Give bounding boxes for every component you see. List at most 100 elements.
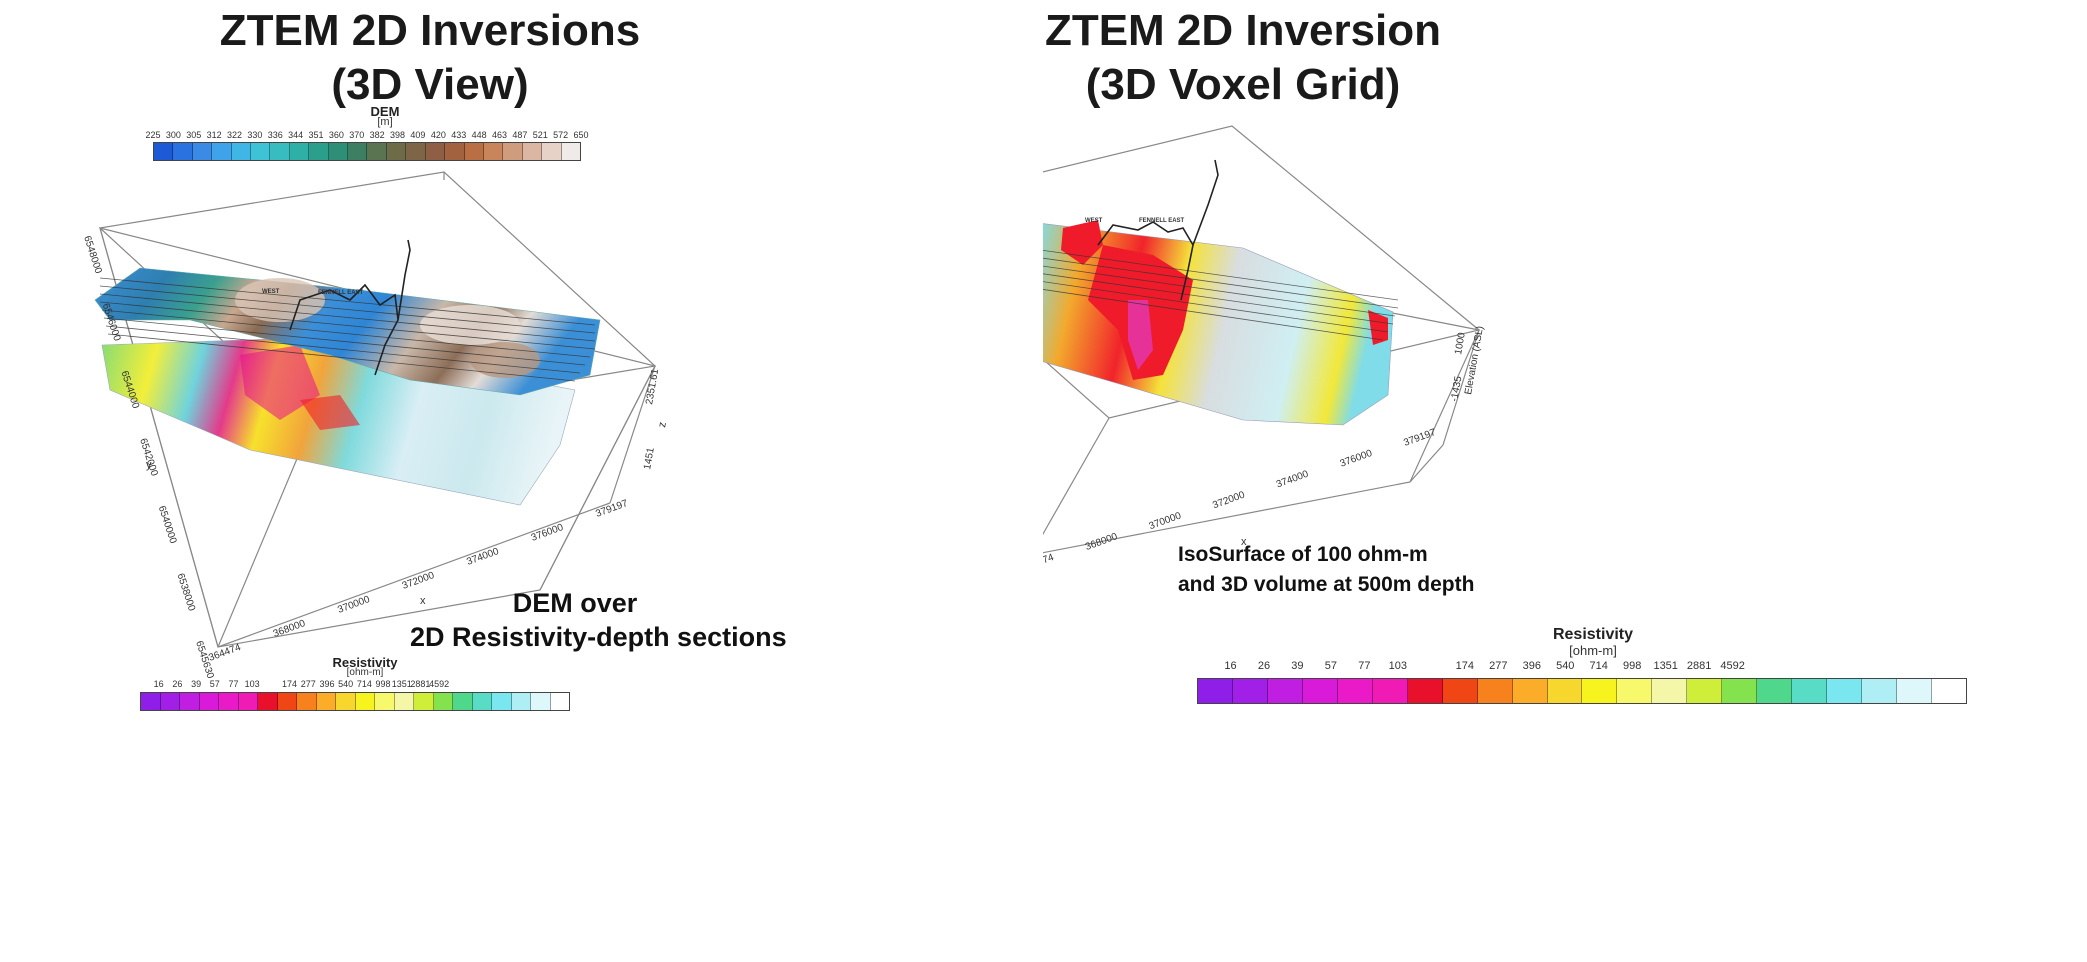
dem-colorbar-cell <box>406 143 426 160</box>
colorbar-tick-label: 998 <box>375 679 391 689</box>
right-res-colorbar-cell <box>1407 679 1443 703</box>
dem-colorbar-tick-label: 487 <box>512 130 528 140</box>
dem-colorbar-tick-label: 312 <box>206 130 222 140</box>
axis-tick-label: 374000 <box>1275 469 1311 491</box>
left-res-colorbar-cell <box>180 693 200 710</box>
dem-colorbar-tick-label: 463 <box>491 130 507 140</box>
right-res-colorbar-cell <box>1827 679 1863 703</box>
right-map-label-east: FENNELL EAST <box>1139 218 1185 224</box>
left-res-colorbar <box>140 692 570 711</box>
right-z-tick-2: 1000 <box>1453 331 1468 355</box>
left-z-tick-1: 1451 <box>642 446 657 470</box>
dem-colorbar-tick-label: 330 <box>247 130 263 140</box>
right-res-colorbar <box>1197 678 1967 704</box>
dem-colorbar-ticks: 225 300 305 312 322 330 336 344 351 360 370 382 398 4… <box>145 130 588 144</box>
right-res-colorbar-cell <box>1337 679 1373 703</box>
colorbar-tick-label: 277 <box>1489 660 1508 672</box>
right-title: ZTEM 2D Inversion (3D Voxel Grid) <box>943 4 1543 112</box>
axis-tick-label: 6542000 <box>137 437 160 478</box>
left-res-colorbar-cell <box>141 693 161 710</box>
left-res-colorbar-title: Resistivity <box>332 655 398 670</box>
left-title-line2: (3D View) <box>331 60 529 109</box>
right-title-line1: ZTEM 2D Inversion <box>1044 6 1442 55</box>
dem-colorbar-cell <box>425 143 446 160</box>
colorbar-tick-label: 540 <box>338 679 354 689</box>
left-map-label-east: FENNELL EAST <box>318 290 364 296</box>
colorbar-tick-label: 57 <box>209 679 220 689</box>
left-res-colorbar-cell <box>277 693 297 710</box>
dem-colorbar-cell <box>192 143 213 160</box>
right-res-colorbar-cell <box>1652 679 1688 703</box>
right-res-colorbar-cell <box>1757 679 1793 703</box>
right-res-colorbar-cell <box>1897 679 1933 703</box>
colorbar-tick-label: 714 <box>1589 660 1608 672</box>
left-res-colorbar-cell <box>453 693 473 710</box>
right-map-label-west: WEST <box>1085 218 1103 224</box>
right-res-colorbar-cell <box>1792 679 1828 703</box>
colorbar-tick-label: 1351 <box>1653 660 1678 672</box>
colorbar-tick-label: 26 <box>1257 660 1271 672</box>
right-caption-line2: and 3D volume at 500m depth <box>1178 573 1475 596</box>
right-res-colorbar-cell <box>1477 679 1513 703</box>
dem-colorbar-tick-label: 650 <box>573 130 589 140</box>
right-title-line2: (3D Voxel Grid) <box>1085 60 1401 109</box>
left-res-colorbar-cell <box>375 693 395 710</box>
dem-colorbar-tick-label: 351 <box>308 130 324 140</box>
right-z-tick-1: -1435 <box>1449 375 1464 403</box>
colorbar-tick-label: 26 <box>172 679 183 689</box>
left-map-label-west: WEST <box>262 289 280 295</box>
colorbar-tick-label: 396 <box>1522 660 1541 672</box>
left-res-colorbar-cell <box>531 693 551 710</box>
axis-tick-label: 376000 <box>1339 448 1375 470</box>
right-res-colorbar-cell <box>1722 679 1758 703</box>
left-res-colorbar-cell <box>433 693 453 710</box>
right-panel: ZTEM 2D Inversion (3D Voxel Grid) <box>1043 0 2087 962</box>
left-res-colorbar-cell <box>414 693 434 710</box>
colorbar-tick-label: 714 <box>356 679 372 689</box>
left-3d-view: WEST FENNELL EAST 3644743680003700003720… <box>81 171 669 680</box>
dem-colorbar-tick-label: 433 <box>451 130 467 140</box>
left-res-colorbar-cell <box>219 693 239 710</box>
right-res-colorbar-cell <box>1547 679 1583 703</box>
dem-colorbar-cell <box>328 143 349 160</box>
colorbar-tick-label: 16 <box>153 679 164 689</box>
left-res-colorbar-cell <box>394 693 414 710</box>
right-res-colorbar-unit: [ohm-m] <box>1569 643 1617 658</box>
right-res-colorbar-cell <box>1617 679 1653 703</box>
colorbar-tick-label: 2881 <box>1686 660 1712 672</box>
dem-colorbar-title: DEM <box>370 104 400 119</box>
right-res-colorbar-cell <box>1862 679 1898 703</box>
colorbar-tick-label: 39 <box>191 679 202 689</box>
left-res-colorbar-cell <box>297 693 317 710</box>
axis-tick-label: 6548000 <box>81 235 104 276</box>
right-caption: IsoSurface of 100 ohm-m and 3D volume at… <box>1178 540 1508 600</box>
colorbar-tick-label: 77 <box>228 679 239 689</box>
dem-colorbar-tick-label: 225 <box>145 130 161 140</box>
dem-colorbar-tick-label: 382 <box>369 130 385 140</box>
dem-colorbar-cell <box>561 143 580 160</box>
dem-colorbar-tick-label: 344 <box>288 130 304 140</box>
right-3d-voxel-view: WEST FENNELL EAST 3644743680003700003720… <box>1043 125 1486 574</box>
dem-colorbar-tick-label: 398 <box>390 130 406 140</box>
left-res-colorbar-cell <box>472 693 492 710</box>
left-y-axis-label: y <box>146 459 152 471</box>
colorbar-tick-label: 540 <box>1556 660 1575 672</box>
dem-colorbar-cell <box>154 143 174 160</box>
colorbar-tick-label: 39 <box>1291 660 1304 672</box>
left-caption-line2: 2D Resistivity-depth sections <box>410 622 787 652</box>
colorbar-tick-label: 103 <box>244 679 260 689</box>
dem-colorbar-cell <box>386 143 407 160</box>
right-res-colorbar-cell <box>1442 679 1478 703</box>
right-x-axis-label: x <box>1241 536 1247 548</box>
colorbar-tick-label: 1351 <box>391 679 412 689</box>
dem-colorbar-tick-label: 336 <box>267 130 283 140</box>
axis-tick-label: 376000 <box>530 522 566 544</box>
right-res-colorbar-cell <box>1267 679 1303 703</box>
colorbar-tick-label: 2881 <box>410 679 431 689</box>
axis-tick-label: 6540000 <box>156 505 179 546</box>
axis-tick-label: 372000 <box>1211 489 1247 511</box>
dem-colorbar-cell <box>503 143 523 160</box>
left-caption: DEM over 2D Resistivity-depth sections <box>410 586 787 654</box>
left-res-colorbar-cell <box>238 693 258 710</box>
axis-tick-label: 364474 <box>1043 552 1056 574</box>
